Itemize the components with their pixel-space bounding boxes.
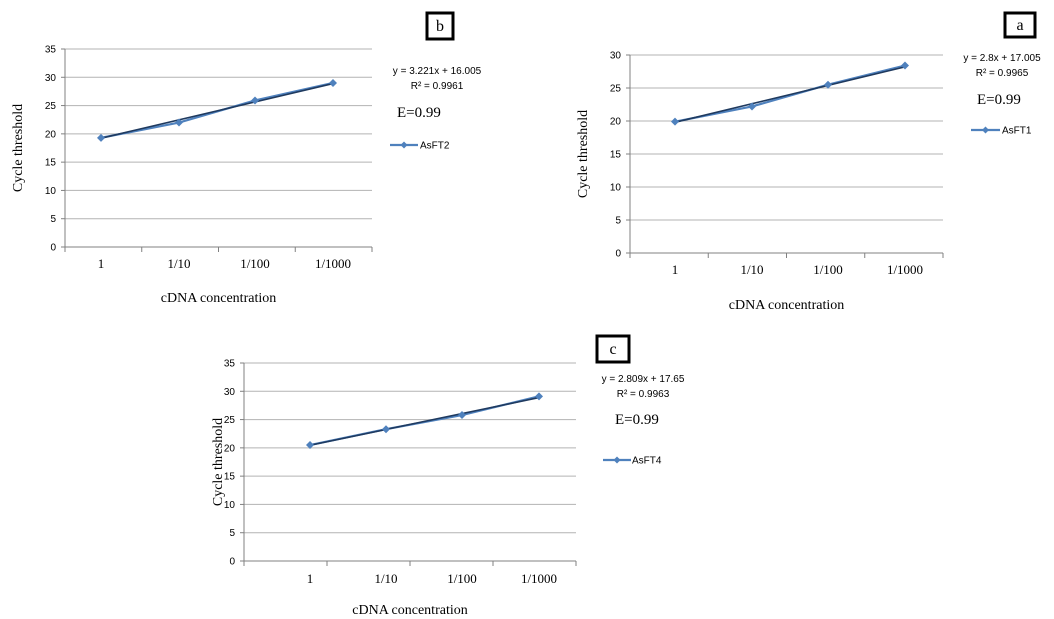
legend-label: AsFT1 bbox=[1002, 126, 1032, 137]
data-point bbox=[535, 392, 543, 401]
y-tick-label: 10 bbox=[610, 183, 622, 194]
y-axis-title: Cycle threshold bbox=[11, 104, 26, 192]
data-point bbox=[251, 96, 259, 105]
legend-marker bbox=[613, 456, 621, 464]
y-tick-label: 0 bbox=[50, 243, 56, 254]
y-tick-label: 15 bbox=[45, 158, 57, 169]
data-point bbox=[306, 441, 314, 450]
data-point bbox=[329, 78, 337, 87]
y-tick-label: 0 bbox=[229, 557, 235, 568]
chart-panel-b: 0 5 10 15 20 25 30 35 1 1/10 1/100 1/1000 Cycle thre… bbox=[11, 11, 482, 306]
x-tick-label: 1/1000 bbox=[521, 571, 557, 586]
legend-marker bbox=[982, 126, 989, 134]
x-axis-title: cDNA concentration bbox=[161, 291, 276, 306]
panel-letter: b bbox=[436, 18, 444, 35]
x-tick-label: 1/100 bbox=[447, 571, 477, 586]
data-point bbox=[175, 118, 183, 127]
data-point bbox=[824, 80, 832, 89]
legend-marker bbox=[400, 141, 408, 149]
data-point bbox=[671, 117, 679, 126]
data-point bbox=[458, 411, 466, 420]
x-tick-label: 1/1000 bbox=[315, 256, 351, 271]
r-squared-label: R² = 0.9961 bbox=[411, 81, 464, 92]
r-squared-label: R² = 0.9965 bbox=[976, 68, 1029, 79]
chart-panel-c: 0 5 10 15 20 25 30 35 1 1/10 1/100 1/1000 Cycle thre… bbox=[211, 334, 685, 618]
y-tick-label: 5 bbox=[50, 214, 56, 225]
series-line-AsFT1 bbox=[674, 64, 906, 123]
y-tick-label: 10 bbox=[224, 500, 236, 511]
x-tick-label: 1/100 bbox=[240, 256, 270, 271]
legend-label: AsFT2 bbox=[420, 141, 450, 152]
y-tick-label: 10 bbox=[45, 186, 57, 197]
y-tick-label: 25 bbox=[45, 101, 57, 112]
y-tick-label: 35 bbox=[224, 359, 236, 370]
y-tick-label: 25 bbox=[610, 84, 622, 95]
panel-letter: c bbox=[609, 341, 616, 358]
panel-badge bbox=[595, 334, 631, 364]
data-point bbox=[748, 102, 756, 111]
y-tick-label: 35 bbox=[45, 45, 57, 56]
x-tick-label: 1 bbox=[672, 262, 679, 277]
legend-label: AsFT4 bbox=[632, 456, 662, 467]
efficiency-label: E=0.99 bbox=[977, 92, 1021, 108]
x-tick-label: 1 bbox=[98, 256, 105, 271]
r-squared-label: R² = 0.9963 bbox=[617, 389, 670, 400]
x-tick-label: 1/10 bbox=[374, 571, 397, 586]
y-tick-label: 5 bbox=[229, 528, 235, 539]
data-point bbox=[382, 425, 390, 434]
x-axis-title: cDNA concentration bbox=[729, 298, 844, 313]
efficiency-label: E=0.99 bbox=[615, 412, 659, 428]
x-tick-label: 1/100 bbox=[813, 262, 843, 277]
data-point bbox=[97, 133, 105, 142]
trendline bbox=[674, 66, 906, 124]
y-axis-title: Cycle threshold bbox=[211, 418, 226, 506]
trendline-equation: y = 3.221x + 16.005 bbox=[393, 66, 482, 77]
x-axis-title: cDNA concentration bbox=[352, 603, 467, 618]
y-axis-title: Cycle threshold bbox=[576, 110, 591, 198]
y-tick-label: 5 bbox=[615, 216, 621, 227]
y-tick-label: 15 bbox=[610, 150, 622, 161]
y-tick-label: 20 bbox=[224, 443, 236, 454]
y-tick-label: 25 bbox=[224, 415, 236, 426]
panel-badge bbox=[425, 11, 455, 41]
trendline bbox=[100, 82, 334, 140]
x-tick-label: 1/10 bbox=[740, 262, 763, 277]
trendline-equation: y = 2.8x + 17.005 bbox=[963, 53, 1041, 64]
x-tick-label: 1/10 bbox=[167, 256, 190, 271]
y-tick-label: 15 bbox=[224, 472, 236, 483]
y-tick-label: 30 bbox=[610, 51, 622, 62]
efficiency-label: E=0.99 bbox=[397, 105, 441, 121]
panel-letter: a bbox=[1016, 17, 1023, 34]
y-tick-label: 0 bbox=[615, 249, 621, 260]
trendline-equation: y = 2.809x + 17.65 bbox=[602, 374, 685, 385]
y-tick-label: 20 bbox=[45, 129, 57, 140]
chart-panel-a: 0 5 10 15 20 25 30 1 1/10 1/100 1/1000 Cycle thresh… bbox=[576, 11, 1041, 313]
x-tick-label: 1/1000 bbox=[887, 262, 923, 277]
y-tick-label: 30 bbox=[45, 73, 57, 84]
y-tick-label: 20 bbox=[610, 117, 622, 128]
trendline bbox=[309, 396, 540, 447]
y-tick-label: 30 bbox=[224, 387, 236, 398]
data-point bbox=[901, 61, 909, 70]
panel-badge bbox=[1003, 11, 1037, 39]
x-tick-label: 1 bbox=[307, 571, 314, 586]
